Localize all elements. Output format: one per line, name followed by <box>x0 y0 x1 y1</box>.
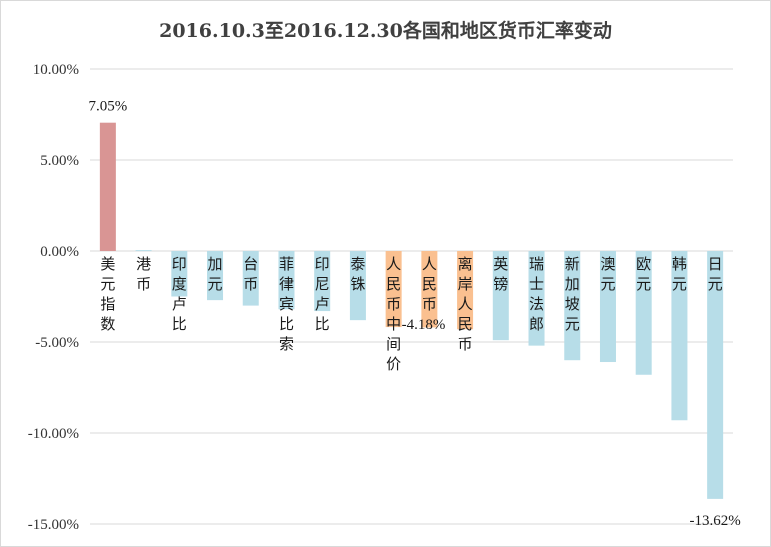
y-tick-label: 5.00% <box>40 153 79 169</box>
category-label: 印度卢比 <box>172 255 187 333</box>
y-tick-label: 0.00% <box>40 244 79 260</box>
bar-9 <box>421 251 438 328</box>
y-axis-ticks: 10.00% 5.00% 0.00% -5.00% -10.00% -15.00% <box>28 62 79 533</box>
category-label: 港币 <box>136 255 151 293</box>
bar-12 <box>528 251 545 346</box>
category-label: 人民币中间价 <box>386 255 401 373</box>
category-label: 加元 <box>208 255 223 293</box>
bars <box>99 122 724 499</box>
category-label: 新加坡元 <box>565 255 580 333</box>
category-label: 人民币 <box>422 255 437 313</box>
category-label: 澳元 <box>600 255 615 293</box>
y-tick-label: -10.00% <box>28 426 79 442</box>
bar-6 <box>314 251 331 312</box>
bar-0 <box>99 122 116 251</box>
category-label: 印尼卢比 <box>315 255 330 333</box>
data-labels: 7.05% -4.18% -13.62% <box>88 99 740 529</box>
bar-11 <box>492 251 509 341</box>
category-label: 美元指数 <box>100 255 115 333</box>
category-label: 英镑 <box>493 255 508 293</box>
bar-8 <box>385 251 402 328</box>
bar-2 <box>171 251 188 297</box>
bar-14 <box>599 251 616 363</box>
category-label: 欧元 <box>636 255 651 293</box>
data-label: -4.18% <box>402 317 446 333</box>
bar-17 <box>707 251 724 499</box>
gridlines <box>90 68 733 525</box>
bar-1 <box>135 250 152 252</box>
category-label: 泰铢 <box>350 255 365 293</box>
bar-4 <box>242 251 259 306</box>
bar-7 <box>349 251 366 321</box>
data-label: -13.62% <box>690 513 741 529</box>
y-tick-label: 10.00% <box>33 62 79 78</box>
category-label: 菲律宾比索 <box>279 255 294 353</box>
chart-title: 2016.10.3至2016.12.30各国和地区货币汇率变动 <box>159 20 612 42</box>
y-tick-label: -15.00% <box>28 517 79 533</box>
bar-5 <box>278 251 295 310</box>
category-label: 日元 <box>708 255 723 293</box>
bar-10 <box>457 251 474 330</box>
category-label: 台币 <box>243 255 258 293</box>
category-label: 离岸人民币 <box>458 255 473 353</box>
category-label: 韩元 <box>672 255 687 293</box>
category-label: 瑞士法郎 <box>529 255 544 333</box>
bar-16 <box>671 251 688 421</box>
bar-15 <box>635 251 652 375</box>
bar-3 <box>207 251 224 301</box>
bar-13 <box>564 251 581 361</box>
y-tick-label: -5.00% <box>35 335 79 351</box>
data-label: 7.05% <box>88 99 127 115</box>
